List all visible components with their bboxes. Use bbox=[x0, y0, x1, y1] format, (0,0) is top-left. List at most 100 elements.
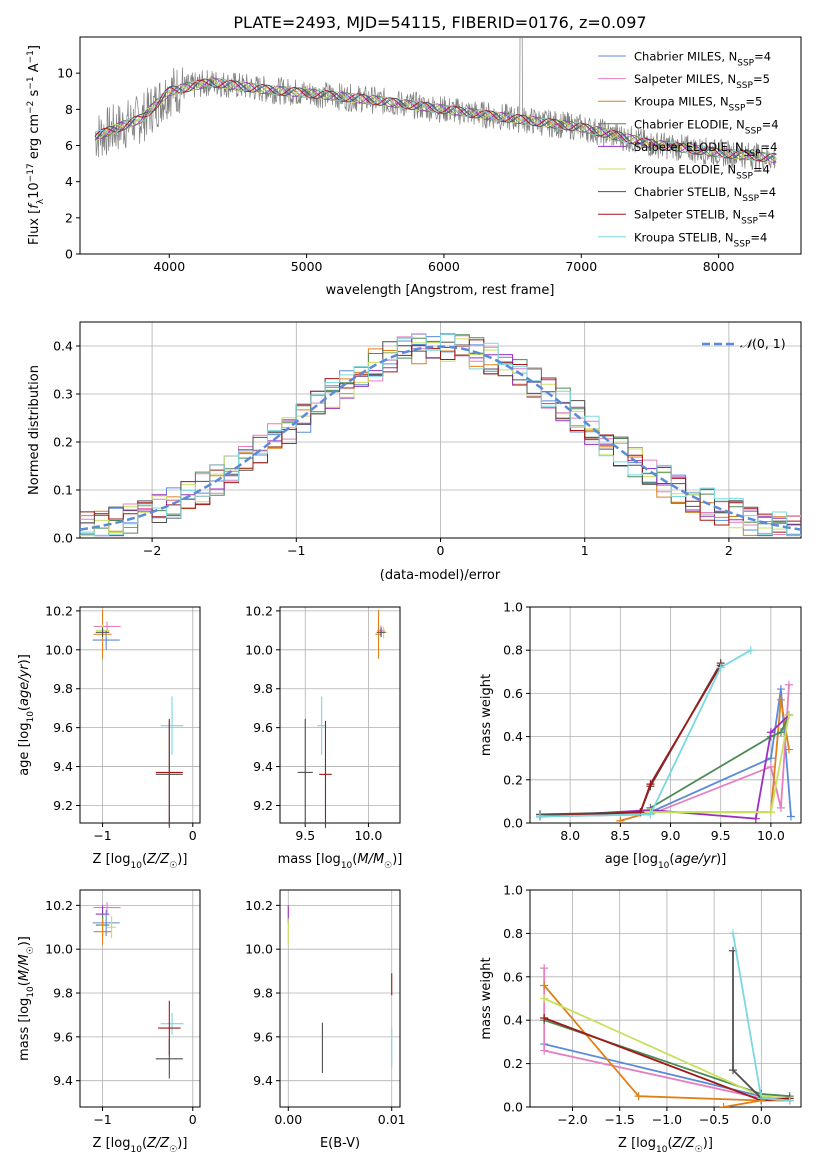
weight-line bbox=[539, 688, 792, 818]
y-tick-label: 0.0 bbox=[53, 531, 73, 546]
y-tick-label: 9.2 bbox=[253, 798, 273, 813]
weight-marker bbox=[766, 808, 775, 817]
weight-marker bbox=[540, 994, 549, 1003]
weight-marker bbox=[751, 814, 760, 823]
weight-line bbox=[539, 684, 790, 818]
weight-marker bbox=[766, 762, 775, 771]
x-tick-label: −0.5 bbox=[699, 1112, 729, 1127]
weight-marker bbox=[746, 646, 755, 655]
x-axis-label: (data-model)/error bbox=[380, 568, 501, 583]
weight-marker bbox=[776, 728, 785, 737]
y-tick-label: 2 bbox=[65, 210, 73, 225]
weight-marker bbox=[536, 812, 545, 821]
legend-label: Kroupa STELIB, NSSP=4 bbox=[634, 230, 767, 249]
weight-marker bbox=[766, 728, 775, 737]
x-tick-label: 10.0 bbox=[757, 828, 785, 843]
axes-age-vs-mass: 9.5 10.0 9.2 9.4 9.6 9.8 10.0 10.2 mass [log10(M… bbox=[245, 603, 402, 871]
weight-marker bbox=[634, 1092, 643, 1101]
weight-line bbox=[539, 714, 790, 818]
y-tick-label: 10.2 bbox=[45, 898, 73, 913]
y-axis-label: Normed distribution bbox=[27, 365, 42, 495]
weight-line bbox=[539, 664, 722, 818]
axes-mass-vs-Z: −1 0 9.4 9.6 9.8 10.0 10.2 Z [log10(Z/Z☉)] mass … bbox=[17, 889, 201, 1155]
y-tick-label: 10.2 bbox=[45, 603, 73, 618]
y-tick-label: 9.4 bbox=[53, 759, 73, 774]
x-axis-label: E(B-V) bbox=[320, 1136, 360, 1151]
y-axis-label: mass [log10(M/M☉)] bbox=[17, 936, 36, 1061]
x-tick-label: 6000 bbox=[428, 259, 460, 274]
model-spectrum bbox=[94, 79, 777, 161]
y-tick-label: 10.0 bbox=[45, 942, 73, 957]
y-tick-label: 6 bbox=[65, 138, 73, 153]
weight-marker bbox=[784, 711, 793, 719]
model-spectrum bbox=[95, 77, 777, 163]
y-tick-label: 1.0 bbox=[503, 883, 523, 898]
weight-marker bbox=[646, 810, 655, 819]
weight-marker bbox=[540, 964, 549, 973]
y-tick-label: 10.2 bbox=[245, 603, 273, 618]
plot-area bbox=[92, 609, 184, 828]
x-axis-label: wavelength [Angstrom, rest frame] bbox=[326, 283, 555, 298]
axes-frame bbox=[279, 889, 401, 1108]
x-axis-label: mass [log10(M/M☉)] bbox=[278, 852, 403, 871]
x-axis-label: Z [log10(Z/Z☉)] bbox=[618, 1136, 713, 1155]
y-tick-label: 1.0 bbox=[503, 600, 523, 615]
weight-marker bbox=[646, 780, 655, 789]
y-tick-label: 10.2 bbox=[245, 898, 273, 913]
x-tick-label: 2 bbox=[725, 543, 733, 558]
y-tick-label: 9.8 bbox=[253, 986, 273, 1001]
figure-title: PLATE=2493, MJD=54115, FIBERID=0176, z=0… bbox=[233, 13, 646, 32]
axes-frame bbox=[79, 889, 201, 1108]
legend-label: 𝒩(0, 1) bbox=[740, 336, 786, 351]
x-tick-label: −2.0 bbox=[557, 1112, 587, 1127]
residual-histogram bbox=[80, 333, 801, 537]
y-tick-label: 9.8 bbox=[253, 681, 273, 696]
weight-marker bbox=[786, 812, 795, 821]
x-tick-label: 0 bbox=[189, 1112, 197, 1127]
weight-line bbox=[620, 699, 790, 822]
y-tick-label: 9.4 bbox=[253, 759, 273, 774]
y-tick-label: 0.6 bbox=[503, 686, 523, 701]
weight-marker bbox=[776, 685, 785, 694]
axes-frame bbox=[529, 606, 802, 824]
y-tick-label: 0.3 bbox=[53, 387, 73, 402]
weight-line bbox=[649, 714, 790, 809]
x-tick-label: −1.5 bbox=[605, 1112, 635, 1127]
y-tick-label: 0.4 bbox=[503, 1013, 523, 1028]
normal-curve bbox=[80, 345, 801, 531]
legend-label: Kroupa MILES, NSSP=5 bbox=[634, 95, 762, 114]
y-tick-label: 9.4 bbox=[253, 1073, 273, 1088]
y-tick-label: 0.2 bbox=[503, 1056, 523, 1071]
x-tick-label: 9.0 bbox=[661, 828, 681, 843]
x-tick-label: −2 bbox=[143, 543, 161, 558]
weight-marker bbox=[719, 1103, 728, 1107]
weight-marker bbox=[784, 745, 793, 754]
weight-marker bbox=[540, 1014, 549, 1023]
y-tick-label: 9.6 bbox=[53, 720, 73, 735]
x-tick-label: 8.0 bbox=[560, 828, 580, 843]
residual-histogram bbox=[80, 339, 801, 533]
axes-frame bbox=[529, 889, 802, 1108]
weight-marker bbox=[785, 1096, 794, 1105]
x-tick-label: 1 bbox=[581, 543, 589, 558]
axes-age-vs-Z: −1 0 9.2 9.4 9.6 9.8 10.0 10.2 Z [log10(Z/Z☉)] ag… bbox=[17, 603, 201, 871]
axes-mass-vs-ebv: 0.00 0.01 9.4 9.6 9.8 10.0 10.2 E(B-V) bbox=[245, 889, 406, 1151]
y-tick-label: 0.4 bbox=[503, 729, 523, 744]
weight-line bbox=[539, 662, 722, 816]
x-tick-label: −1.0 bbox=[652, 1112, 682, 1127]
legend-label: Chabrier MILES, NSSP=4 bbox=[634, 50, 771, 69]
y-tick-label: 4 bbox=[65, 174, 73, 189]
axes-residuals: −2 −1 0 1 2 0.0 0.1 0.2 0.3 0.4 (data-model)/error… bbox=[27, 321, 802, 583]
weight-marker bbox=[540, 1046, 549, 1055]
x-tick-label: 10.0 bbox=[354, 828, 382, 843]
axes-weight-vs-age: 8.0 8.5 9.0 9.5 10.0 0.0 0.2 0.4 0.6 0.8 1.0 age [l… bbox=[479, 600, 802, 871]
weight-marker bbox=[729, 929, 738, 938]
y-tick-label: 9.6 bbox=[253, 1029, 273, 1044]
weight-marker bbox=[616, 816, 625, 823]
x-tick-label: 9.5 bbox=[295, 828, 315, 843]
x-tick-label: 8.5 bbox=[610, 828, 630, 843]
weight-marker bbox=[766, 754, 775, 763]
y-tick-label: 10.0 bbox=[245, 942, 273, 957]
axes-frame bbox=[279, 606, 401, 824]
y-tick-label: 9.8 bbox=[53, 986, 73, 1001]
